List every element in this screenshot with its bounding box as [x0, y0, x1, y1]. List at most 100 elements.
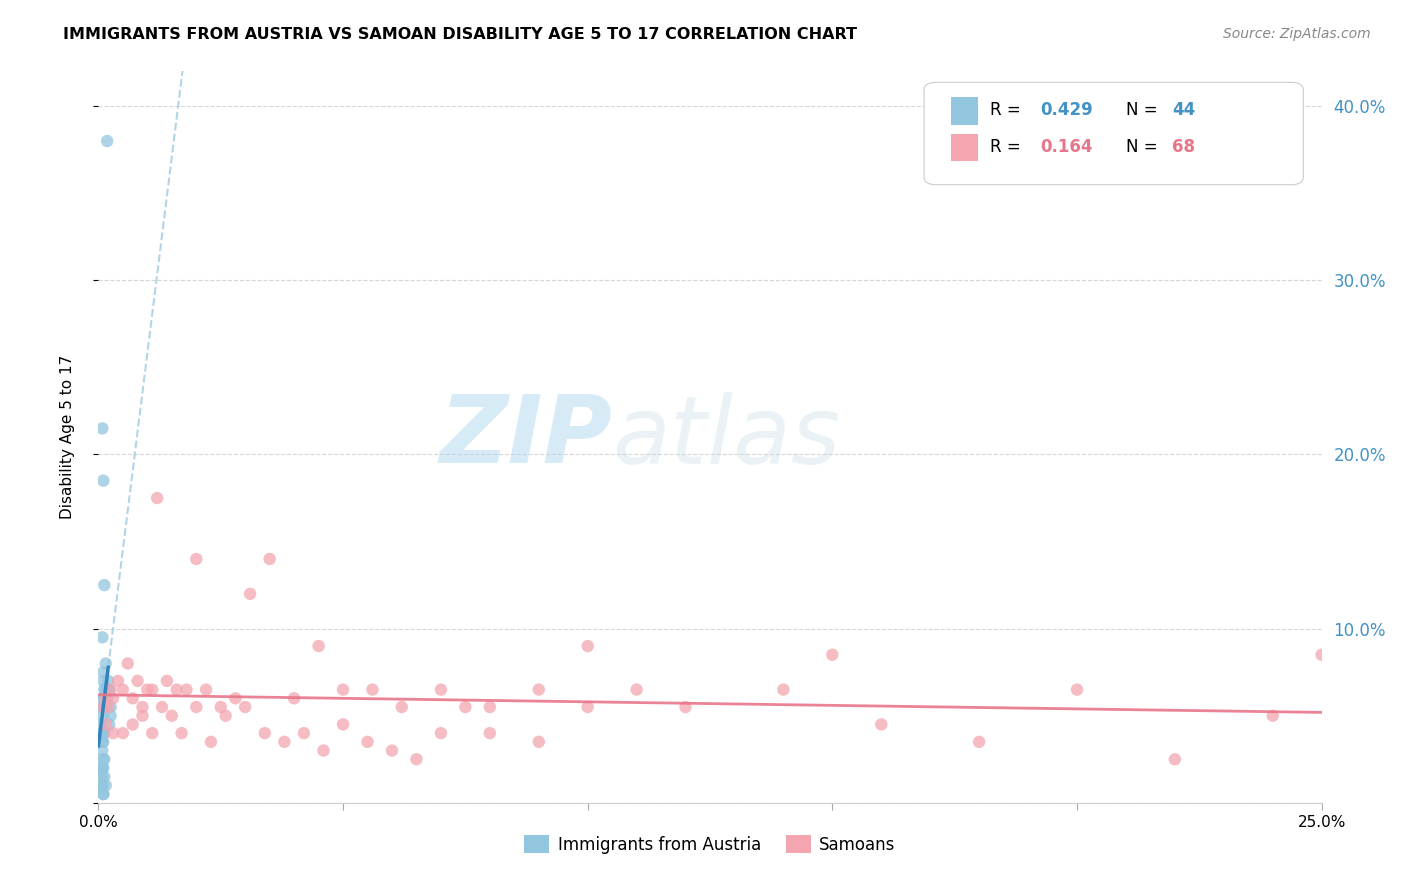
Text: atlas: atlas [612, 392, 841, 483]
Point [91, 787, 114, 801]
Point [1310, 648, 1333, 662]
Point [332, 717, 354, 731]
FancyBboxPatch shape [950, 134, 979, 161]
Point [91, 761, 114, 775]
Point [97, 682, 120, 697]
Point [96, 134, 118, 148]
Point [97, 673, 120, 688]
Text: R =: R = [990, 137, 1021, 156]
Point [121, 717, 143, 731]
Point [91, 778, 114, 792]
Point [111, 726, 134, 740]
Point [200, 735, 222, 749]
Point [186, 552, 208, 566]
Point [121, 691, 143, 706]
Point [239, 587, 262, 601]
Point [527, 735, 550, 749]
Point [100, 700, 122, 714]
Point [527, 682, 550, 697]
Point [430, 726, 453, 740]
Point [391, 700, 413, 714]
FancyBboxPatch shape [924, 82, 1303, 185]
Point [93, 770, 115, 784]
Point [1164, 752, 1187, 766]
Point [332, 682, 354, 697]
Text: Source: ZipAtlas.com: Source: ZipAtlas.com [1223, 27, 1371, 41]
Text: 44: 44 [1173, 101, 1195, 120]
Point [93, 691, 115, 706]
Point [478, 700, 501, 714]
Point [283, 691, 305, 706]
Point [98, 717, 121, 731]
Point [253, 726, 276, 740]
Point [356, 735, 378, 749]
Point [308, 639, 330, 653]
Point [93, 752, 115, 766]
Point [91, 700, 114, 714]
Point [91, 708, 114, 723]
Point [1066, 682, 1088, 697]
Point [454, 700, 477, 714]
Text: N =: N = [1126, 137, 1157, 156]
Text: ZIP: ZIP [439, 391, 612, 483]
Point [136, 682, 159, 697]
Point [90, 726, 112, 740]
Point [91, 743, 114, 757]
Point [1261, 708, 1284, 723]
Point [96, 682, 118, 697]
Point [176, 682, 198, 697]
Point [91, 726, 114, 740]
Text: R =: R = [990, 101, 1021, 120]
Point [100, 682, 122, 697]
Point [967, 735, 990, 749]
FancyBboxPatch shape [950, 97, 979, 125]
Point [576, 700, 599, 714]
Point [91, 735, 114, 749]
Point [156, 673, 179, 688]
Point [273, 735, 295, 749]
Point [91, 735, 114, 749]
Point [91, 631, 114, 645]
Point [214, 708, 236, 723]
Point [141, 682, 163, 697]
Point [97, 700, 120, 714]
Point [821, 648, 844, 662]
Point [127, 673, 149, 688]
Point [381, 743, 404, 757]
Point [117, 657, 139, 671]
Point [111, 682, 134, 697]
Point [91, 421, 114, 435]
Point [94, 682, 117, 697]
Point [292, 726, 315, 740]
Point [96, 691, 118, 706]
Point [94, 691, 117, 706]
Point [166, 682, 188, 697]
Point [131, 700, 153, 714]
Point [626, 682, 648, 697]
Point [312, 743, 335, 757]
Point [101, 691, 124, 706]
Point [93, 578, 115, 592]
Point [91, 673, 114, 688]
Point [186, 700, 208, 714]
Text: 0.429: 0.429 [1040, 101, 1092, 120]
Point [150, 700, 173, 714]
Point [91, 726, 114, 740]
Point [430, 682, 453, 697]
Point [98, 682, 121, 697]
Text: N =: N = [1126, 101, 1157, 120]
Point [233, 700, 256, 714]
Point [259, 552, 281, 566]
Text: IMMIGRANTS FROM AUSTRIA VS SAMOAN DISABILITY AGE 5 TO 17 CORRELATION CHART: IMMIGRANTS FROM AUSTRIA VS SAMOAN DISABI… [63, 27, 858, 42]
Point [675, 700, 697, 714]
Point [91, 665, 114, 680]
Text: 0.164: 0.164 [1040, 137, 1092, 156]
Point [100, 708, 122, 723]
Point [91, 778, 114, 792]
Y-axis label: Disability Age 5 to 17: Disability Age 5 to 17 [60, 355, 75, 519]
Point [107, 673, 129, 688]
Point [91, 691, 114, 706]
Point [160, 708, 183, 723]
Point [772, 682, 794, 697]
Point [576, 639, 599, 653]
